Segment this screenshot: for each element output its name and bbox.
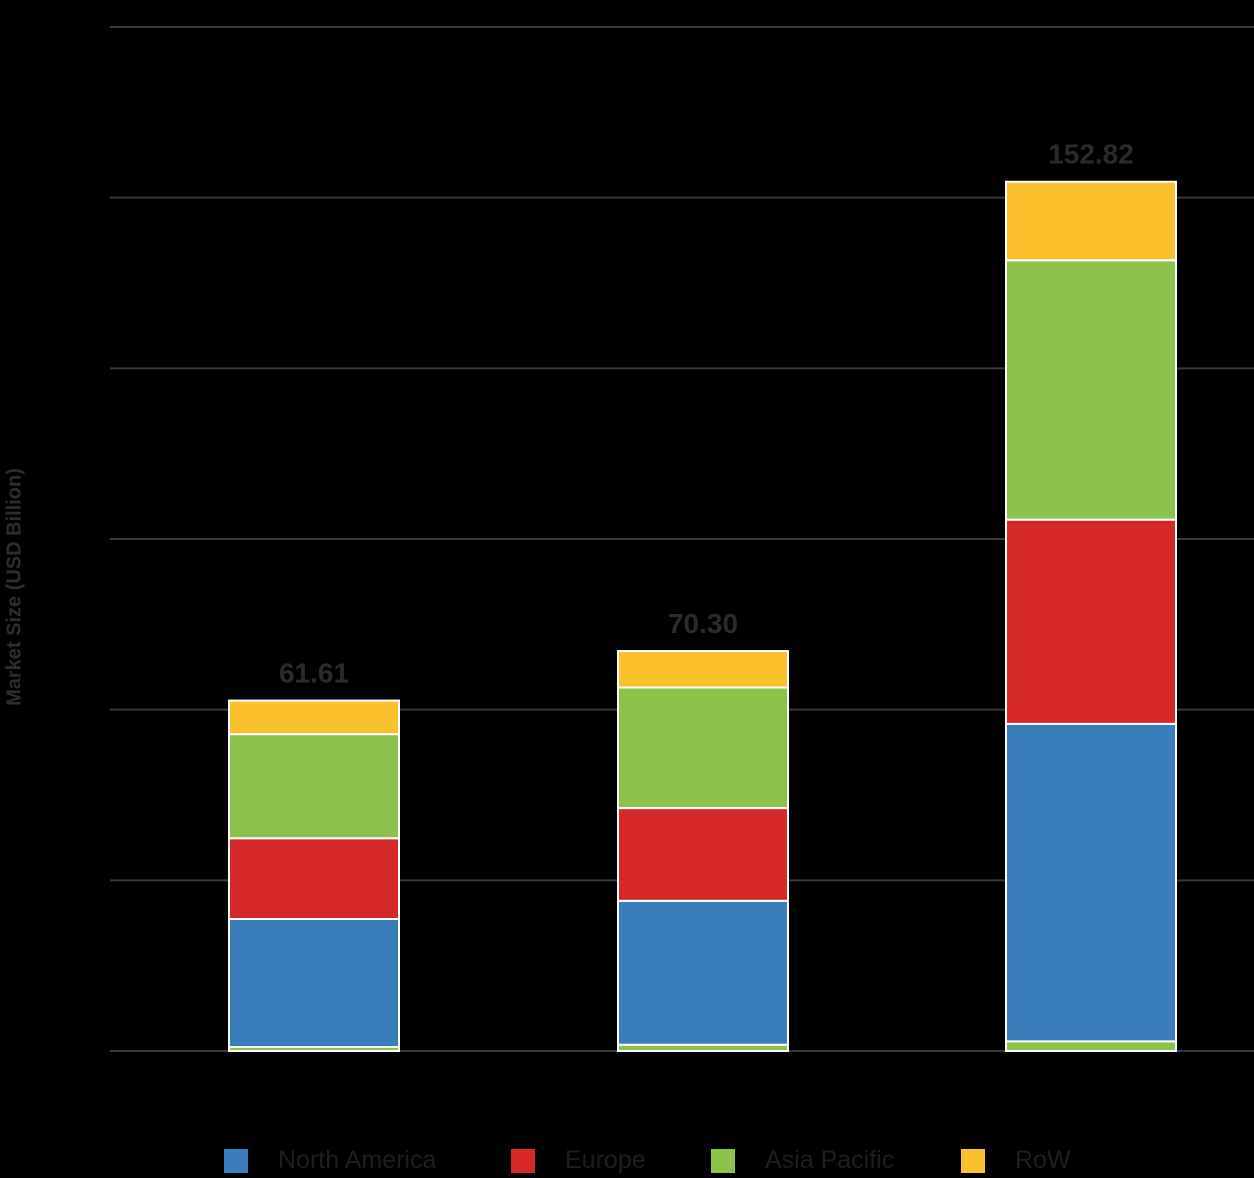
legend-item: Asia Pacific xyxy=(711,1146,894,1175)
legend: North America Europe Asia Pacific RoW xyxy=(0,1146,1254,1176)
y-axis-title: Market Size (USD Billion) xyxy=(3,468,26,706)
legend-label: Asia Pacific xyxy=(765,1146,895,1174)
legend-label: Europe xyxy=(565,1146,646,1174)
legend-item: North America xyxy=(224,1146,436,1175)
legend-swatch xyxy=(711,1148,735,1173)
bar-segment-asia-pacific-base- xyxy=(1005,1040,1177,1052)
bar-segment-europe xyxy=(1005,518,1177,725)
bar-segment-europe xyxy=(228,837,400,921)
bar-segment-asia-pacific xyxy=(228,733,400,840)
legend-label: RoW xyxy=(1015,1146,1071,1174)
bar-segment-europe xyxy=(617,807,789,902)
bar-segment-row xyxy=(228,699,400,736)
legend-swatch xyxy=(224,1148,248,1173)
legend-label: North America xyxy=(278,1146,437,1174)
legend-item: RoW xyxy=(961,1146,1071,1175)
bar-segment-row xyxy=(1005,180,1177,262)
legend-swatch xyxy=(961,1148,985,1173)
bar-segment-asia-pacific xyxy=(617,686,789,810)
bar-segment-asia-pacific xyxy=(1005,259,1177,521)
total-label: 61.61 xyxy=(279,658,349,689)
bar-segment-north-america xyxy=(1005,722,1177,1043)
total-label: 152.82 xyxy=(1048,139,1134,170)
total-label: 70.30 xyxy=(668,608,738,639)
legend-swatch xyxy=(511,1148,535,1173)
bar-segment-north-america xyxy=(228,918,400,1049)
bar-segment-north-america xyxy=(617,899,789,1046)
bar-segment-row xyxy=(617,650,789,689)
legend-item: Europe xyxy=(511,1146,646,1175)
